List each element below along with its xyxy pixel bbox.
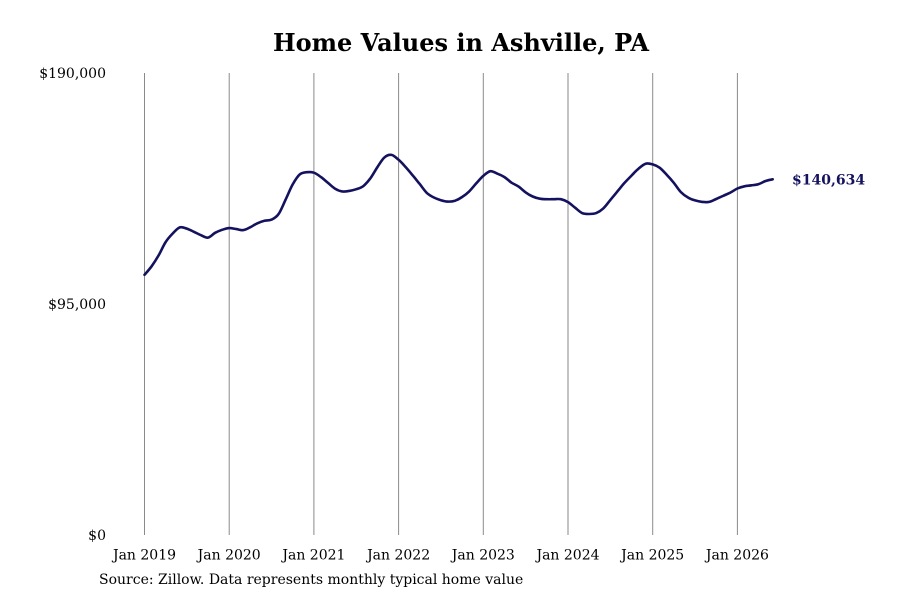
chart-title: Home Values in Ashville, PA: [272, 28, 650, 57]
x-tick-label: Jan 2019: [111, 548, 176, 564]
x-tick-label: Jan 2020: [196, 548, 261, 564]
y-tick-label: $190,000: [39, 66, 106, 82]
y-tick-label: $0: [88, 528, 106, 544]
source-note: Source: Zillow. Data represents monthly …: [99, 572, 524, 588]
x-tick-label: Jan 2026: [704, 548, 769, 564]
y-tick-label: $95,000: [48, 297, 106, 313]
x-tick-label: Jan 2025: [619, 548, 684, 564]
x-tick-label: Jan 2023: [450, 548, 515, 564]
x-tick-label: Jan 2021: [280, 548, 345, 564]
end-value-label: $140,634: [792, 172, 865, 188]
home-value-line: [143, 153, 774, 277]
x-tick-label: Jan 2022: [365, 548, 430, 564]
x-tick-label: Jan 2024: [534, 548, 599, 564]
